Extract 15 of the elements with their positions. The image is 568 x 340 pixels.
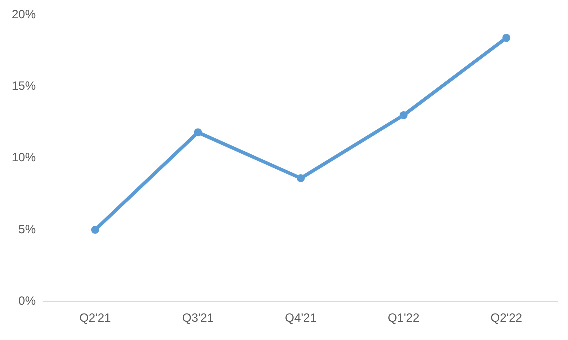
x-tick-label: Q2'21 [80,311,112,326]
point [91,226,100,234]
point [502,34,511,42]
y-tick-label: 10% [12,150,36,165]
y-tick-label: 0% [18,294,36,308]
y-tick-label: 20% [12,8,36,22]
x-tick-label: Q3'21 [182,311,214,326]
x-tick-label: Q4'21 [285,311,318,326]
point [297,174,306,182]
y-tick-label: 15% [12,79,36,94]
x-tick-label: Q2'22 [490,311,523,326]
x-tick-label: Q1'22 [388,311,420,326]
point [194,128,202,137]
point [400,111,408,120]
y-tick-label: 5% [18,222,36,236]
